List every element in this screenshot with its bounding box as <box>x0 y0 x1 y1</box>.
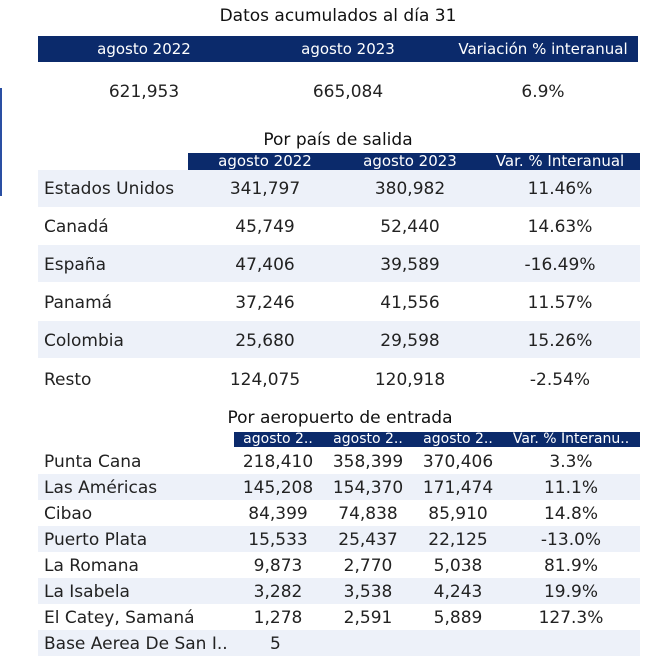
country-value-2023: 52,440 <box>380 217 440 237</box>
country-value-variation: 11.46% <box>527 179 593 199</box>
airport-value-variation: 14.8% <box>543 504 598 524</box>
airport-value-col1: 145,208 <box>242 478 314 498</box>
country-label: Canadá <box>44 217 109 237</box>
airport-label: Cibao <box>44 504 93 524</box>
country-value-variation: 15.26% <box>527 331 593 351</box>
airport-value-col1: 15,533 <box>248 530 308 550</box>
country-header-2022: agosto 2022 <box>218 152 312 170</box>
country-label: España <box>44 255 106 275</box>
country-value-2022: 37,246 <box>235 293 295 313</box>
country-row-band <box>38 321 640 358</box>
airport-label: Puerto Plata <box>44 530 148 550</box>
country-value-2022: 47,406 <box>235 255 295 275</box>
country-value-variation: -16.49% <box>524 255 596 275</box>
country-value-2023: 380,982 <box>374 179 446 199</box>
summary-value-variation: 6.9% <box>521 82 565 102</box>
airport-header-variation: Var. % Interanu.. <box>512 431 630 447</box>
airport-header-bar <box>234 432 640 447</box>
airport-value-col1: 218,410 <box>242 452 314 472</box>
airport-label: Base Aerea De San I.. <box>44 634 228 654</box>
airport-label: La Romana <box>44 556 139 576</box>
country-label: Estados Unidos <box>44 179 175 199</box>
airport-row-band <box>38 578 640 604</box>
country-value-2022: 124,075 <box>229 370 301 390</box>
airport-label: Las Américas <box>44 478 158 498</box>
airport-value-variation: 3.3% <box>549 452 593 472</box>
airport-value-col1: 9,873 <box>253 556 303 576</box>
country-value-variation: 14.63% <box>527 217 593 237</box>
country-label: Panamá <box>44 293 113 313</box>
country-header-2023: agosto 2023 <box>363 152 457 170</box>
summary-header-bar <box>38 36 638 62</box>
airport-label: El Catey, Samaná <box>44 608 195 628</box>
airport-row-band <box>38 630 640 656</box>
country-value-2023: 39,589 <box>380 255 440 275</box>
country-header-bar <box>188 153 640 170</box>
country-value-2022: 341,797 <box>229 179 301 199</box>
country-value-2022: 45,749 <box>235 217 295 237</box>
airport-title: Por aeropuerto de entrada <box>227 408 453 428</box>
airport-value-col3: 85,910 <box>428 504 488 524</box>
left-edge-accent <box>0 88 2 196</box>
summary-header-variation: Variación % interanual <box>458 40 628 58</box>
country-label: Colombia <box>44 331 124 351</box>
country-row-band <box>38 245 640 282</box>
summary-value-2022: 621,953 <box>108 82 180 102</box>
country-header-variation: Var. % Interanual <box>495 152 625 170</box>
airport-header-col2: agosto 2.. <box>333 431 403 447</box>
airport-value-col2: 2,770 <box>343 556 393 576</box>
summary-header-2022: agosto 2022 <box>97 40 191 58</box>
airport-value-col2: 74,838 <box>338 504 398 524</box>
country-value-2023: 120,918 <box>374 370 446 390</box>
country-row-band <box>38 170 640 207</box>
airport-value-col1: 3,282 <box>253 582 303 602</box>
airport-label: Punta Cana <box>44 452 142 472</box>
airport-value-variation: 19.9% <box>543 582 598 602</box>
airport-value-col2: 2,591 <box>343 608 393 628</box>
country-value-2022: 25,680 <box>235 331 295 351</box>
country-title: Por país de salida <box>263 130 413 150</box>
airport-header-col3: agosto 2.. <box>423 431 493 447</box>
airport-value-variation: 127.3% <box>538 608 604 628</box>
country-label: Resto <box>44 370 92 390</box>
airport-value-col2: 358,399 <box>332 452 404 472</box>
airport-value-col1: 1,278 <box>253 608 303 628</box>
airport-value-col3: 171,474 <box>422 478 494 498</box>
country-value-2023: 41,556 <box>380 293 440 313</box>
airport-value-variation: 81.9% <box>543 556 598 576</box>
airport-value-col3: 22,125 <box>428 530 488 550</box>
airport-value-col1: 84,399 <box>248 504 308 524</box>
airport-value-variation: -13.0% <box>540 530 602 550</box>
airport-value-col1: 5 <box>270 634 281 654</box>
airport-value-variation: 11.1% <box>543 478 598 498</box>
airport-value-col3: 5,038 <box>433 556 483 576</box>
airport-value-col2: 154,370 <box>332 478 404 498</box>
airport-row-band <box>38 474 640 500</box>
airport-label: La Isabela <box>44 582 130 602</box>
airport-header-col1: agosto 2.. <box>243 431 313 447</box>
airport-value-col2: 25,437 <box>338 530 398 550</box>
country-value-2023: 29,598 <box>380 331 440 351</box>
country-value-variation: 11.57% <box>527 293 593 313</box>
summary-value-2023: 665,084 <box>312 82 384 102</box>
airport-row-band <box>38 526 640 552</box>
summary-title: Datos acumulados al día 31 <box>219 6 457 26</box>
airport-value-col3: 5,889 <box>433 608 483 628</box>
country-value-variation: -2.54% <box>529 370 591 390</box>
airport-value-col3: 4,243 <box>433 582 483 602</box>
airport-value-col2: 3,538 <box>343 582 393 602</box>
summary-header-2023: agosto 2023 <box>301 40 395 58</box>
airport-value-col3: 370,406 <box>422 452 494 472</box>
